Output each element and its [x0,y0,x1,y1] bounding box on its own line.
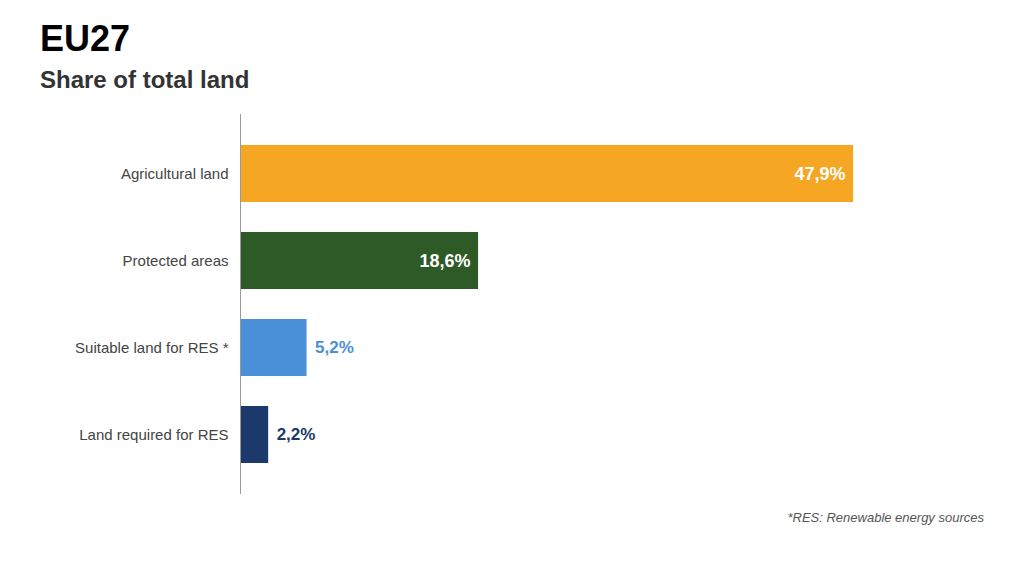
svg-text:47,9%: 47,9% [795,164,846,184]
svg-text:Agricultural land: Agricultural land [121,165,229,182]
html-text:EU27: EU27 [40,18,131,59]
svg-text:5,2%: 5,2% [315,338,354,357]
svg-text:2,2%: 2,2% [277,425,316,444]
svg-text:Protected areas: Protected areas [123,252,229,269]
html-text:*RES: Renewable energy sources: *RES: Renewable energy sources [787,510,984,525]
svg-text:Land required for RES: Land required for RES [79,426,228,443]
html-text:Share of total land: Share of total land [40,66,250,93]
svg-text:18,6%: 18,6% [420,251,471,271]
svg-text:Suitable land for RES *: Suitable land for RES * [75,339,229,356]
